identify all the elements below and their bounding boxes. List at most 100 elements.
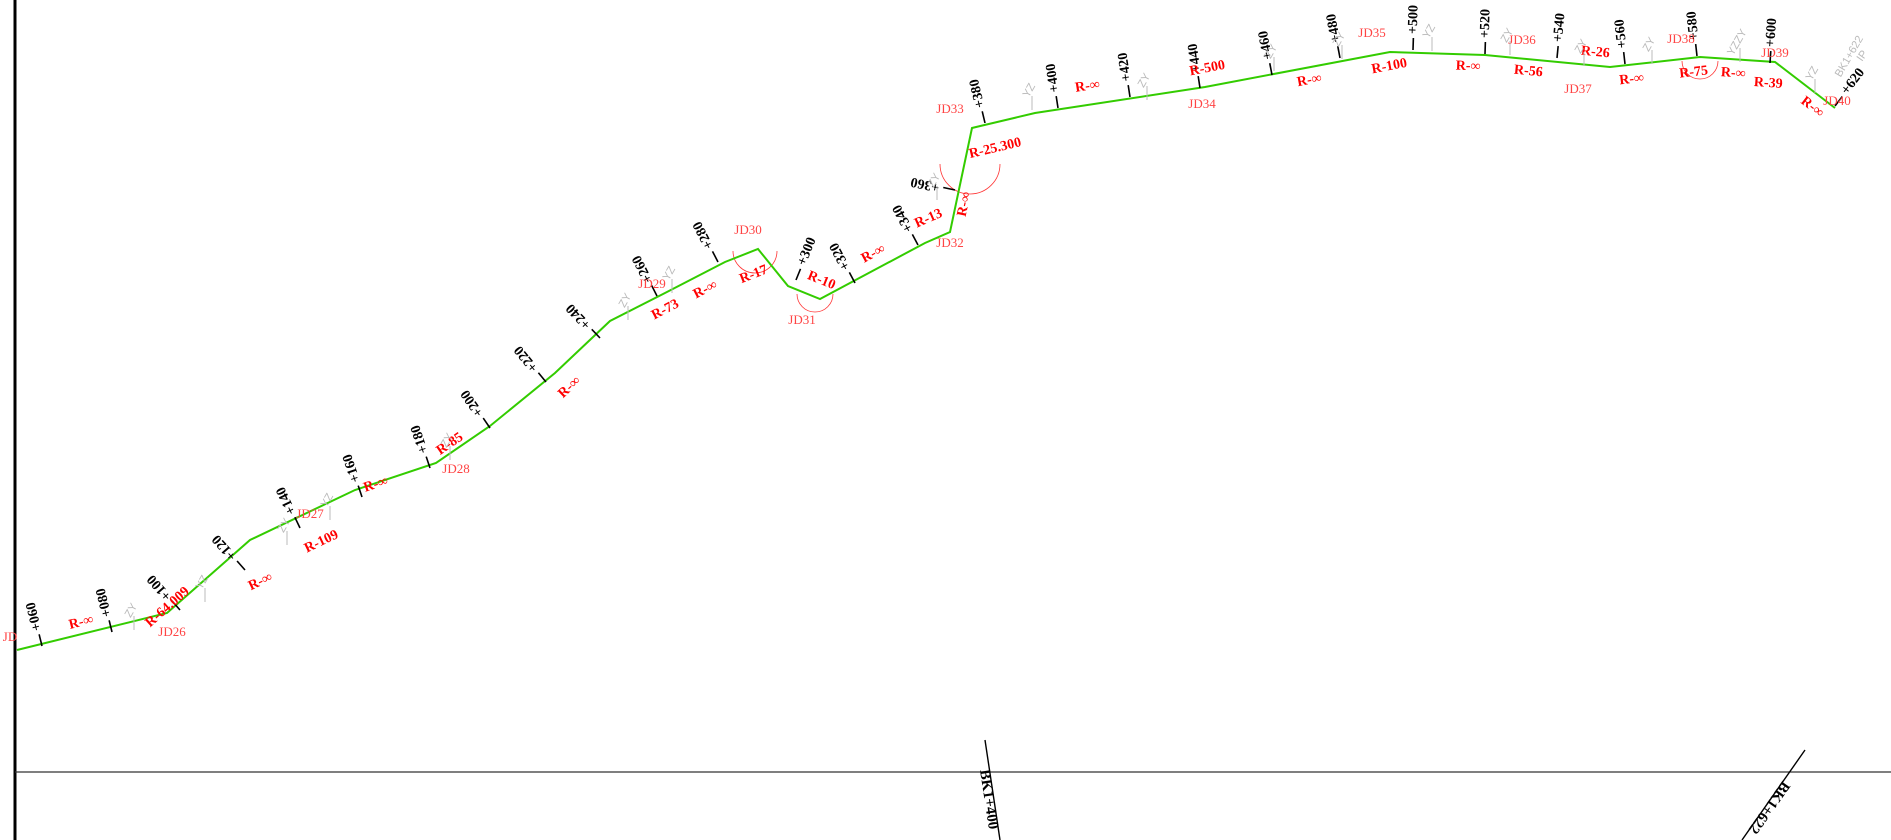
station-label: +060 (24, 601, 46, 633)
curve-point-label: YZ (1421, 22, 1439, 40)
centerline-path (16, 50, 1836, 651)
radius-label: R-∞ (1720, 65, 1746, 82)
radius-label: R-75 (1678, 63, 1708, 81)
station-label: +200 (458, 387, 487, 419)
station-tick (1055, 96, 1059, 109)
station-label: +120 (209, 531, 239, 563)
break-chainage-line (984, 739, 1001, 840)
curve-arcs (732, 60, 1719, 313)
station-label: +440 (1186, 42, 1205, 73)
break-chainage-line (1741, 749, 1806, 840)
radius-label: R-∞ (1296, 71, 1323, 90)
curve-arc (1681, 60, 1719, 80)
station-tick (981, 111, 986, 124)
radius-label: R-25.300 (968, 135, 1023, 162)
station-tick (1268, 63, 1273, 76)
station-tick (1834, 95, 1843, 107)
station-label: +160 (340, 452, 363, 484)
station-tick (591, 328, 601, 339)
station-label: +460 (1256, 29, 1276, 60)
curve-arc (939, 163, 1001, 195)
radius-label: R-∞ (362, 474, 390, 496)
station-label: +360 (909, 174, 940, 195)
radius-label: R-109 (302, 527, 341, 556)
jd-label: JD38 (1667, 31, 1694, 46)
station-tick (171, 600, 181, 611)
station-label: +320 (827, 240, 854, 273)
station-tick (1694, 43, 1698, 57)
station-tick (943, 186, 956, 191)
curve-point-label: ZY (123, 601, 141, 620)
station-label: +420 (1116, 51, 1135, 82)
station-tick (795, 268, 802, 281)
radius-label: R-∞ (1074, 77, 1101, 96)
jd-label: JD30 (734, 222, 761, 237)
station-label: +600 (1763, 18, 1780, 48)
station-label: +560 (1612, 18, 1630, 48)
jd-label: JD28 (442, 461, 469, 476)
curve-point-label: ZY (1641, 35, 1659, 54)
station-label: +540 (1551, 12, 1569, 42)
radius-label: R-17 (738, 262, 770, 287)
curve-point-label: ZY (276, 516, 294, 535)
curve-point-label: ZY (617, 291, 635, 310)
radius-label: R-56 (1513, 63, 1543, 81)
jd-label: JD40 (1823, 93, 1850, 108)
jd-label: JD29 (638, 276, 665, 291)
radius-label: R-∞ (555, 373, 583, 401)
jd-label: JD35 (1358, 25, 1385, 40)
station-tick (1336, 46, 1341, 59)
radius-label: R-500 (1188, 58, 1226, 79)
radius-label: R-73 (649, 297, 681, 324)
jd-label: JD31 (788, 312, 815, 327)
station-tick (911, 234, 919, 246)
radius-labels: R-∞ R-64.009R-∞R-109R-∞R-85R-∞R-73R-∞R-17… (67, 44, 1826, 633)
radius-label: R-∞ (67, 612, 95, 632)
jd-label: JD27 (296, 506, 324, 521)
station-label: +400 (1044, 62, 1063, 93)
break-chainage-label: BK1+400 (976, 768, 1001, 830)
radius-label: R-∞ (1455, 59, 1480, 75)
station-tick (236, 560, 246, 571)
radius-label: R-∞ (955, 191, 975, 218)
station-label: +280 (690, 219, 717, 252)
jd-labels: JD26 JD27 JD28 JD29 JD30 JD31 JD32 JD33 JD34 JD35… (3, 25, 1851, 644)
station-label: +580 (1684, 10, 1702, 40)
jd-label: JD32 (936, 235, 963, 250)
alignment-line (16, 50, 1836, 651)
station-label: +220 (512, 343, 542, 375)
radius-label: R-39 (1753, 75, 1783, 92)
station-label: +240 (563, 300, 594, 331)
curve-point-label: ZY (1136, 71, 1154, 90)
jd-label: JD26 (158, 624, 186, 639)
jd-label: JD (3, 629, 17, 644)
jd-label: JD36 (1508, 32, 1536, 47)
station-tick (425, 456, 431, 469)
station-label: +380 (967, 78, 988, 110)
radius-label: R-26 (1580, 44, 1610, 62)
radius-label: R-∞ (1618, 71, 1644, 89)
curve-arc (796, 293, 834, 313)
radius-label: R-100 (1370, 56, 1408, 77)
station-label: +300 (795, 235, 820, 267)
station-tick (1127, 85, 1131, 98)
station-tick (1197, 76, 1201, 89)
station-tick (1556, 45, 1559, 59)
station-label: +180 (408, 423, 431, 455)
station-label: +520 (1478, 9, 1494, 38)
break-chainage-label: BK1+622 (1745, 778, 1793, 837)
jd-label: JD37 (1564, 81, 1592, 96)
radius-label: R-13 (912, 206, 944, 231)
station-tick (108, 620, 113, 633)
radius-label: R-10 (805, 268, 837, 293)
radius-label: R-∞ (691, 278, 720, 303)
jd-label: JD39 (1761, 45, 1788, 60)
station-tick (38, 634, 43, 647)
station-tick (1769, 50, 1772, 64)
station-tick (1622, 51, 1626, 65)
station-tick (650, 284, 658, 297)
